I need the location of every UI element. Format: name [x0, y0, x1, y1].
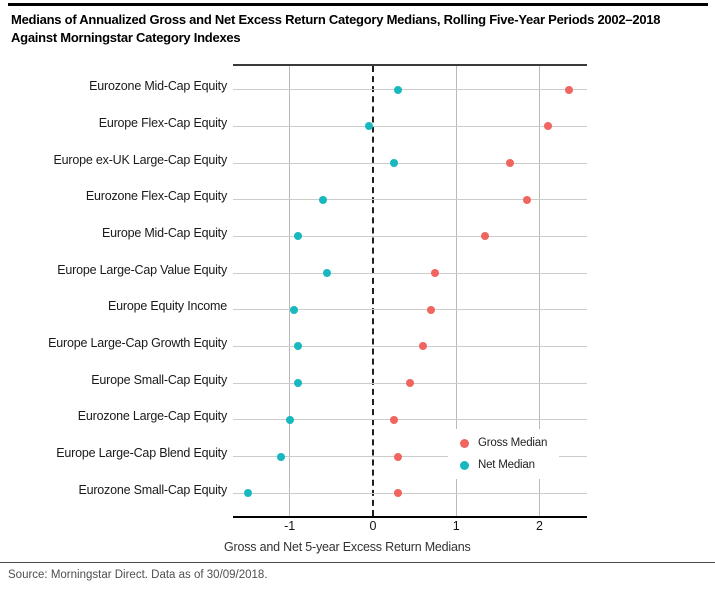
gross-median-dot	[406, 379, 415, 388]
row-gridline	[233, 456, 587, 457]
x-tick-label: 0	[369, 519, 377, 533]
gross-median-dot	[393, 489, 402, 498]
net-median-legend-dot-icon	[460, 460, 469, 470]
top-divider	[8, 3, 708, 6]
legend-item-gross: Gross Median	[460, 437, 547, 449]
net-median-dot	[364, 122, 373, 131]
footer-divider	[0, 562, 715, 563]
legend-label-gross: Gross Median	[478, 437, 548, 449]
chart-title-line2: Against Morningstar Category Indexes	[11, 30, 241, 46]
gross-median-legend-dot-icon	[460, 438, 469, 448]
legend: Gross Median Net Median	[448, 429, 560, 479]
row-gridline	[233, 492, 587, 494]
net-median-dot	[243, 489, 252, 498]
category-label: Europe Large-Cap Growth Equity	[48, 335, 227, 350]
category-label: Eurozone Mid-Cap Equity	[89, 79, 227, 94]
net-median-dot	[293, 342, 302, 351]
net-median-dot	[389, 159, 398, 168]
category-label: Europe Mid-Cap Equity	[101, 225, 227, 240]
row-gridline	[233, 345, 587, 347]
gross-median-dot	[427, 305, 436, 314]
row-gridline	[233, 89, 587, 91]
net-median-dot	[285, 415, 294, 424]
gross-median-dot	[523, 195, 532, 204]
row-gridline	[233, 125, 587, 127]
category-label: Eurozone Flex-Cap Equity	[85, 189, 227, 204]
gross-median-dot	[418, 342, 427, 351]
row-gridline	[233, 235, 587, 237]
row-gridline	[233, 162, 587, 164]
category-label: Europe Large-Cap Value Equity	[57, 262, 227, 277]
row-gridline	[233, 272, 587, 274]
x-tick-label: 2	[536, 519, 543, 533]
net-median-dot	[277, 452, 286, 461]
source-text: Source: Morningstar Direct. Data as of 3…	[8, 569, 268, 581]
chart-title-line1: Medians of Annualized Gross and Net Exce…	[11, 12, 661, 27]
chart-title: Medians of Annualized Gross and Net Exce…	[11, 11, 711, 47]
category-label: Europe Large-Cap Blend Equity	[56, 446, 227, 460]
row-gridline	[233, 419, 587, 421]
category-axis: Eurozone Mid-Cap Equity Europe Flex-Cap E…	[0, 0, 227, 600]
net-median-dot	[289, 305, 298, 314]
category-label: Europe Equity Income	[108, 299, 227, 314]
category-label: Eurozone Small-Cap Equity	[78, 482, 227, 497]
category-label: Eurozone Large-Cap Equity	[77, 409, 227, 424]
legend-label-net: Net Median	[478, 459, 535, 471]
gross-median-dot	[506, 159, 515, 168]
net-median-dot	[393, 85, 402, 94]
x-gridline	[539, 66, 541, 516]
net-median-dot	[318, 195, 327, 204]
gross-median-dot	[389, 415, 398, 424]
net-median-dot	[293, 232, 302, 241]
gross-median-dot	[564, 85, 573, 94]
net-median-dot	[323, 269, 332, 278]
row-gridline	[233, 199, 587, 201]
x-gridline	[455, 66, 457, 516]
category-label: Europe Flex-Cap Equity	[98, 115, 228, 130]
row-gridline	[233, 309, 587, 311]
gross-median-dot	[543, 122, 552, 131]
category-label: Europe ex-UK Large-Cap Equity	[53, 152, 228, 167]
category-label: Europe Small-Cap Equity	[91, 372, 227, 387]
x-tick-label: 1	[452, 519, 460, 533]
x-axis: -1 0 1 2	[233, 519, 587, 535]
x-axis-title: Gross and Net 5-year Excess Return Media…	[224, 540, 471, 554]
gross-median-dot	[431, 269, 440, 278]
legend-item-net: Net Median	[460, 459, 547, 471]
zero-gridline	[371, 66, 374, 516]
plot-area	[233, 64, 587, 518]
net-median-dot	[293, 379, 302, 388]
gross-median-dot	[393, 452, 402, 461]
gross-median-dot	[481, 232, 490, 241]
x-gridline	[289, 66, 291, 516]
x-tick-label: -1	[284, 519, 296, 533]
